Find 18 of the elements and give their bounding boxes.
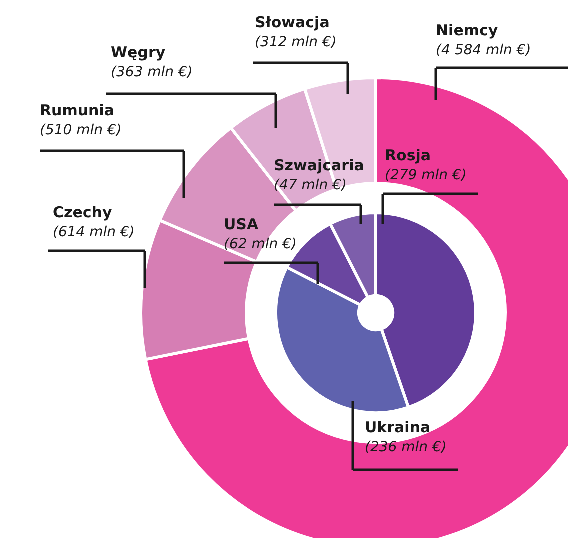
slice-label: Czechy: [53, 203, 112, 222]
slice-label: USA: [224, 215, 259, 234]
slice-label: Niemcy: [436, 21, 498, 40]
data-label: (62 mln €): [224, 236, 297, 253]
data-label: (236 mln €): [365, 440, 447, 456]
data-label: (312 mln €): [255, 34, 337, 51]
slice-label: Węgry: [111, 43, 166, 62]
data-label: (47 mln €): [274, 178, 347, 194]
data-label: (363 mln €): [111, 64, 193, 81]
data-label: (4 584 mln €): [436, 42, 532, 59]
slice-label: Ukraina: [365, 418, 431, 436]
data-label: (279 mln €): [385, 168, 467, 184]
data-label: (510 mln €): [40, 122, 122, 139]
slice-label: Szwajcaria: [274, 156, 364, 174]
data-label: (614 mln €): [53, 224, 135, 241]
slice-label: Słowacja: [255, 13, 330, 32]
slice-label: Rumunia: [40, 101, 114, 120]
slice-label: Rosja: [385, 146, 432, 164]
